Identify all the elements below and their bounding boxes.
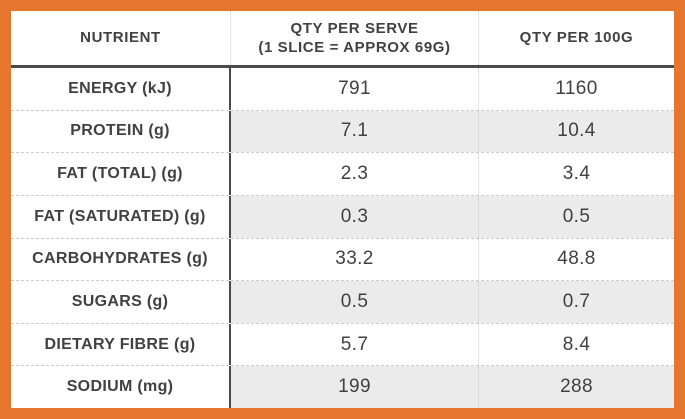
qty-per-100g-value: 48.8	[557, 248, 596, 270]
table-row: SODIUM (mg) 199 288	[11, 365, 674, 408]
qty-per-serve-value: 791	[231, 68, 479, 110]
table-row: FAT (TOTAL) (g) 2.3 3.4	[11, 152, 674, 195]
qty-per-serve-value: 0.3	[231, 195, 479, 238]
header-nutrient: NUTRIENT	[11, 11, 231, 65]
qty-per-100g-value: 3.4	[562, 163, 591, 185]
table-row: ENERGY (kJ) 791 1160	[11, 68, 674, 110]
nutrient-label: CARBOHYDRATES (g)	[11, 238, 231, 281]
qty-per-serve-value: 33.2	[231, 238, 479, 281]
nutrient-label: ENERGY (kJ)	[11, 68, 231, 110]
header-qty-per-serve-line2: (1 SLICE = APPROX 69G)	[258, 39, 451, 56]
qty-per-serve-value: 5.7	[231, 323, 479, 366]
header-qty-per-100g-label: QTY PER 100G	[519, 29, 634, 47]
table-row: FAT (SATURATED) (g) 0.3 0.5	[11, 194, 674, 238]
qty-per-100g-value: 0.5	[479, 195, 674, 238]
nutrient-label: FAT (TOTAL) (g)	[11, 153, 231, 195]
qty-per-serve-value: 0.5	[231, 281, 479, 323]
qty-per-100g-value: 8.4	[562, 333, 591, 355]
nutrient-label: PROTEIN (g)	[11, 110, 231, 153]
header-nutrient-label: NUTRIENT	[80, 29, 161, 47]
qty-per-100g-value: 288	[479, 366, 674, 408]
header-qty-per-100g: QTY PER 100G	[479, 11, 674, 65]
qty-per-100g-value: 0.7	[479, 281, 674, 323]
qty-per-serve-value: 2.3	[231, 153, 479, 195]
nutrient-label: DIETARY FIBRE (g)	[11, 323, 231, 366]
qty-per-serve-value: 199	[231, 366, 479, 408]
header-qty-per-serve-line1: QTY PER SERVE	[290, 19, 419, 37]
header-qty-per-serve: QTY PER SERVE (1 SLICE = APPROX 69G)	[231, 11, 479, 65]
table-row: DIETARY FIBRE (g) 5.7 8.4	[11, 322, 674, 366]
table-body: ENERGY (kJ) 791 1160 PROTEIN (g) 7.1 10.4 FAT …	[11, 68, 674, 408]
qty-per-100g-value: 10.4	[479, 110, 674, 153]
table-row: CARBOHYDRATES (g) 33.2 48.8	[11, 237, 674, 281]
qty-per-serve-value: 7.1	[231, 110, 479, 153]
nutrient-label: SUGARS (g)	[11, 281, 231, 323]
qty-per-100g-value: 1160	[555, 77, 598, 99]
table-row: SUGARS (g) 0.5 0.7	[11, 280, 674, 323]
nutrient-label: FAT (SATURATED) (g)	[11, 195, 231, 238]
table-row: PROTEIN (g) 7.1 10.4	[11, 109, 674, 153]
table-header-row: NUTRIENT QTY PER SERVE (1 SLICE = APPROX…	[11, 11, 674, 68]
nutrient-label: SODIUM (mg)	[11, 366, 231, 408]
